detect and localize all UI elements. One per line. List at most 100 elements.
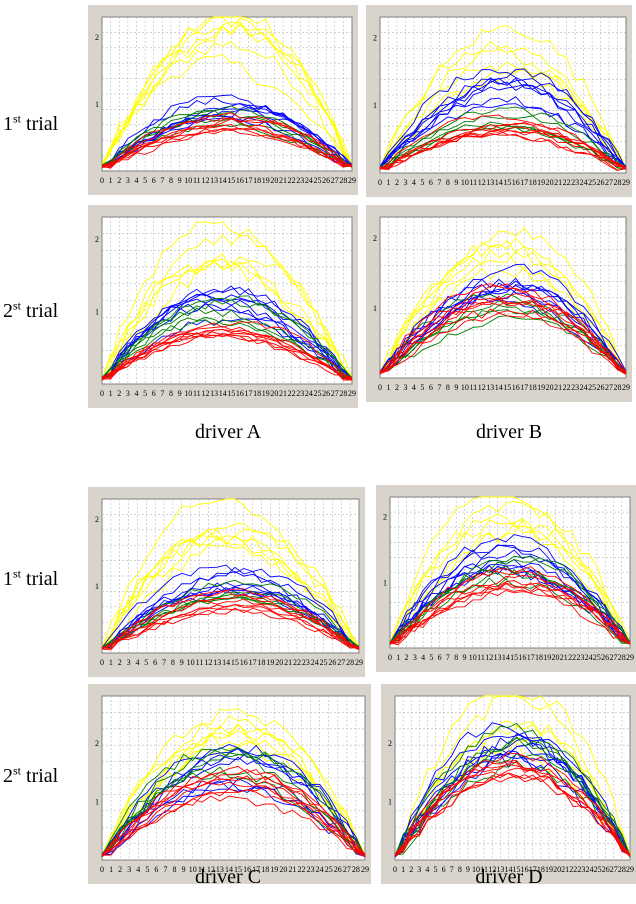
x-tick-label: 20 [275,658,283,667]
x-tick-label: 22 [298,865,306,874]
x-tick-label: 1 [109,865,113,874]
series-line-yellow [379,240,627,375]
x-tick-label: 6 [154,865,158,874]
x-tick-label: 2 [395,178,399,187]
x-tick-label: 9 [454,383,458,392]
x-tick-label: 2 [117,389,121,398]
x-tick-label: 20 [270,389,278,398]
series-line-red [389,580,631,645]
series-line-yellow [101,256,353,379]
x-tick-label: 11 [469,383,477,392]
x-tick-label: 19 [262,176,270,185]
x-tick-label: 25 [594,865,602,874]
x-tick-label: 10 [184,176,192,185]
x-tick-label: 1 [386,178,390,187]
x-tick-label: 23 [296,176,304,185]
x-tick-label: 18 [253,176,261,185]
series-line-blue [101,571,360,649]
x-tick-label: 7 [450,865,454,874]
series-line-green [394,760,631,858]
series-line-red [394,767,631,857]
x-tick-label: 3 [403,383,407,392]
x-tick-label: 21 [284,658,292,667]
series-line-red [101,117,353,168]
series-line-yellow [101,715,366,856]
series-line-red [101,608,360,651]
series-line-green [101,747,366,857]
row-label-word: trial [26,300,59,322]
x-tick-label: 27 [331,389,339,398]
series-line-blue [101,94,353,168]
chart-svg: 210 1 2 3 4 5 6 7 8 9 10 11 12 13 14 15 16 17 18 19 20 21 22 23… [95,695,369,874]
row-label-trial-2-top: 2st trial [3,299,59,322]
series-line-green [101,295,353,380]
chart-svg: 210 1 2 3 4 5 6 7 8 9 10 11 12 13 14 15 16 17 18 19 20 21 22 23… [383,496,634,662]
series-line-red [394,764,631,856]
x-tick-label: 16 [512,383,520,392]
y-tick-label: 1 [383,578,387,587]
series-line-green [379,293,627,375]
x-tick-label: 27 [331,176,339,185]
x-tick-label: 8 [169,389,173,398]
x-tick-label: 21 [561,865,569,874]
series-line-blue [389,549,631,645]
chart-svg: 210 1 2 3 4 5 6 7 8 9 10 11 12 13 14 15 16 17 18 19 20 21 22 23… [95,498,363,667]
x-tick-label: 17 [245,176,253,185]
x-tick-label: 3 [126,176,130,185]
series-line-yellow [389,513,631,645]
row-label-word: trial [26,765,59,787]
x-tick-label: 5 [145,865,149,874]
x-tick-label: 27 [605,178,613,187]
x-tick-label: 19 [537,178,545,187]
x-tick-label: 24 [580,178,588,187]
x-tick-label: 24 [585,865,593,874]
x-tick-label: 15 [503,383,511,392]
x-tick-label: 10 [469,653,477,662]
x-tick-label: 18 [253,389,261,398]
x-tick-label: 14 [219,176,227,185]
series-line-blue [389,534,631,645]
series-line-blue [101,582,360,650]
x-tick-label: 19 [543,653,551,662]
series-line-red [101,332,353,379]
x-tick-label: 25 [325,865,333,874]
row-label-word: trial [26,113,59,135]
x-tick-label: 18 [529,178,537,187]
series-line-blue [379,84,627,170]
x-tick-label: 27 [610,865,618,874]
series-line-yellow [101,260,353,381]
x-tick-label: 7 [437,383,441,392]
x-tick-label: 23 [296,389,304,398]
series-group [101,708,366,858]
x-tick-label: 16 [236,389,244,398]
x-tick-label: 28 [614,383,622,392]
x-tick-label: 29 [355,658,363,667]
x-tick-label: 26 [322,176,330,185]
series-line-blue [101,303,353,380]
series-line-green [389,577,631,645]
series-line-red [101,328,353,381]
x-tick-label: 13 [486,178,494,187]
x-tick-label: 17 [245,389,253,398]
series-line-yellow [101,20,353,167]
x-tick-label: 18 [258,658,266,667]
series-line-yellow [101,258,353,380]
x-tick-label: 12 [201,176,209,185]
x-tick-label: 21 [560,653,568,662]
series-line-yellow [101,16,353,167]
x-tick-label: 5 [143,176,147,185]
x-tick-label: 17 [249,658,257,667]
x-tick-label: 26 [328,658,336,667]
x-tick-label: 29 [348,389,356,398]
x-tick-label: 3 [413,653,417,662]
x-tick-label: 23 [571,383,579,392]
x-tick-label: 27 [343,865,351,874]
x-tick-label: 16 [243,865,251,874]
series-group [379,226,627,375]
x-tick-label: 13 [210,176,218,185]
x-tick-label: 25 [593,653,601,662]
x-tick-label: 1 [109,176,113,185]
x-tick-label: 15 [227,176,235,185]
x-tick-label: 0 [100,865,104,874]
x-tick-label: 10 [189,865,197,874]
